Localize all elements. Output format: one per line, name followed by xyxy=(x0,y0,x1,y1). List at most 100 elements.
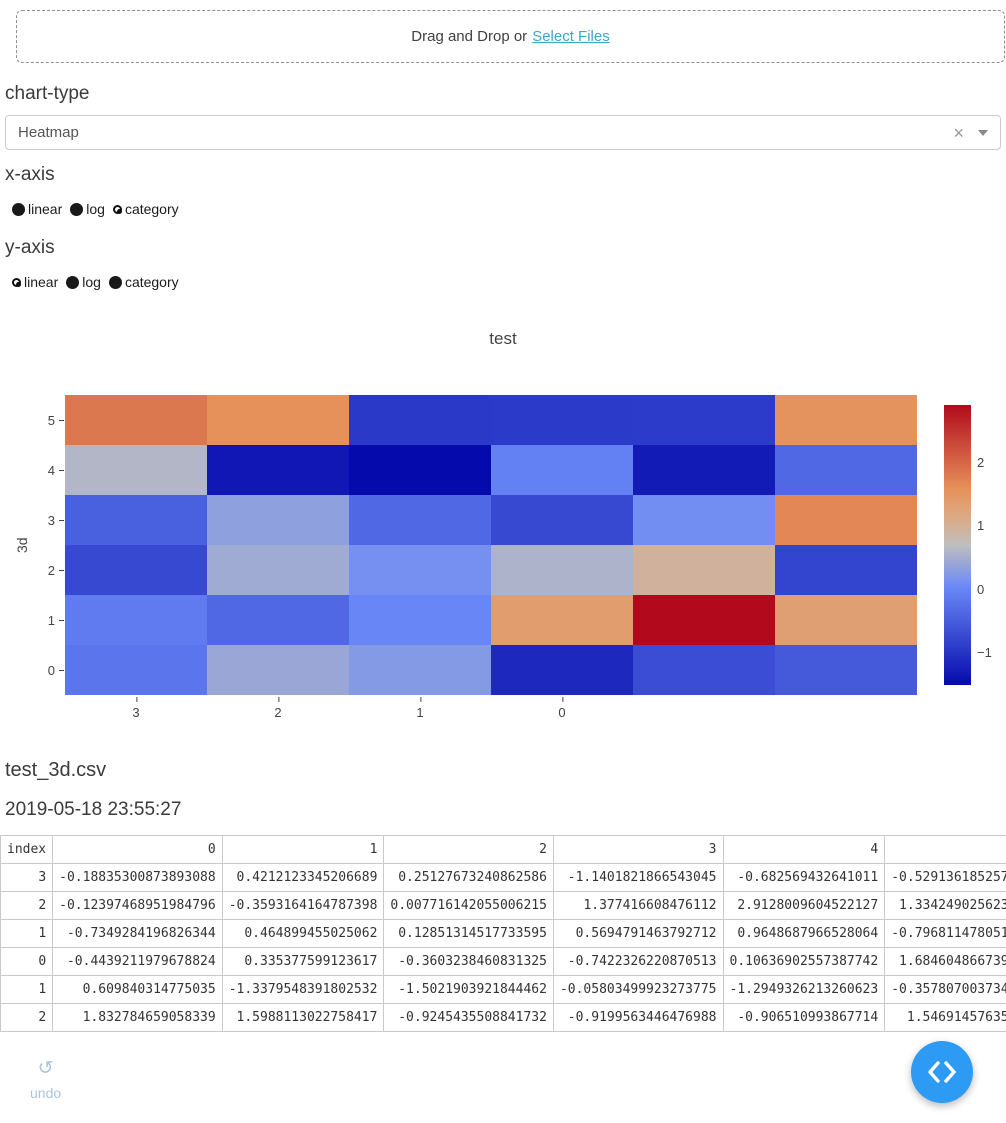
table-cell: 1.377416608476112 xyxy=(553,892,723,920)
radio-unselected-icon[interactable] xyxy=(12,203,25,216)
table-cell: 0.25127673240862586 xyxy=(384,864,554,892)
radio-selected-icon[interactable] xyxy=(12,278,21,287)
table-cell: -0.7349284196826344 xyxy=(53,920,223,948)
table-cell: 0.464899455025062 xyxy=(222,920,384,948)
select-files-link[interactable]: Select Files xyxy=(532,28,610,45)
y-tick-label: 5 xyxy=(18,395,64,445)
chart-type-heading: chart-type xyxy=(5,83,1006,105)
x-tick-label: 1 xyxy=(416,705,423,720)
radio-option-label: category xyxy=(125,274,179,290)
radio-unselected-icon[interactable] xyxy=(109,276,122,289)
table-cell: -0.05803499923273775 xyxy=(553,976,723,1004)
undo-button-label: undo xyxy=(30,1085,61,1101)
table-header-cell: 1 xyxy=(222,836,384,864)
heatmap-cell xyxy=(207,495,349,545)
colorbar-tick-label: −1 xyxy=(977,645,992,660)
radio-option-label: log xyxy=(82,274,101,290)
heatmap-cell xyxy=(775,495,917,545)
table-cell: -1.2949326213260623 xyxy=(723,976,885,1004)
radio-option-linear[interactable]: linear xyxy=(12,201,62,217)
table-cell: -0.18835300873893088 xyxy=(53,864,223,892)
heatmap-cell xyxy=(491,395,633,445)
radio-option-linear[interactable]: linear xyxy=(12,274,58,290)
radio-selected-icon[interactable] xyxy=(113,205,122,214)
chevron-down-icon[interactable] xyxy=(978,130,988,136)
heatmap-cell xyxy=(491,595,633,645)
heatmap-cell xyxy=(775,395,917,445)
heatmap-cell xyxy=(65,545,207,595)
table-cell: 1.5988113022758417 xyxy=(222,1004,384,1032)
clear-icon[interactable]: × xyxy=(953,124,964,142)
heatmap-cell xyxy=(633,395,775,445)
heatmap-cell xyxy=(633,595,775,645)
table-header-cell: index xyxy=(1,836,53,864)
radio-option-category[interactable]: category xyxy=(113,201,179,217)
heatmap-cell xyxy=(775,595,917,645)
heatmap-grid[interactable] xyxy=(65,395,917,695)
undo-icon: ↺ xyxy=(38,1059,54,1078)
radio-option-log[interactable]: log xyxy=(70,201,105,217)
colorbar xyxy=(944,405,971,685)
table-header-cell: 4 xyxy=(723,836,885,864)
x-axis-radio-group: linear log category xyxy=(12,201,1006,217)
file-dropzone[interactable]: Drag and Drop or Select Files xyxy=(16,10,1005,63)
radio-option-label: linear xyxy=(28,201,62,217)
undo-button[interactable]: ↺ undo xyxy=(24,1058,67,1102)
radio-option-category[interactable]: category xyxy=(109,274,179,290)
y-tick-label: 3 xyxy=(18,495,64,545)
heatmap-cell xyxy=(207,445,349,495)
chart-type-select[interactable]: Heatmap × xyxy=(5,115,1001,150)
table-cell: 0.609840314775035 xyxy=(53,976,223,1004)
table-cell: 1 xyxy=(1,920,53,948)
table-cell: -0.906510993867714 xyxy=(723,1004,885,1032)
heatmap-cell xyxy=(775,545,917,595)
table-cell: 0.12851314517733595 xyxy=(384,920,554,948)
x-tick-label: 2 xyxy=(274,705,281,720)
radio-option-label: linear xyxy=(24,274,58,290)
heatmap-cell xyxy=(65,445,207,495)
heatmap-cell xyxy=(633,495,775,545)
table-cell: -0.9245435508841732 xyxy=(384,1004,554,1032)
y-tick-label: 4 xyxy=(18,445,64,495)
colorbar-tick-label: 2 xyxy=(977,455,984,470)
x-tick-label: 3 xyxy=(132,705,139,720)
table-cell: -0.796811478051877 xyxy=(885,920,1006,948)
heatmap-cell xyxy=(349,395,491,445)
table-cell: 2.9128009604522127 xyxy=(723,892,885,920)
heatmap-cell xyxy=(491,445,633,495)
table-cell: -0.4439211979678824 xyxy=(53,948,223,976)
code-fab-button[interactable] xyxy=(911,1041,973,1103)
chart-title: test xyxy=(0,329,1006,349)
heatmap-cell xyxy=(633,445,775,495)
heatmap-cell xyxy=(65,595,207,645)
heatmap-cell xyxy=(349,595,491,645)
heatmap-cell xyxy=(349,495,491,545)
colorbar-tick-label: 0 xyxy=(977,582,984,597)
colorbar-tick-label: 1 xyxy=(977,518,984,533)
radio-unselected-icon[interactable] xyxy=(66,276,79,289)
heatmap-cell xyxy=(207,595,349,645)
heatmap-cell xyxy=(65,395,207,445)
heatmap-cell xyxy=(633,645,775,695)
radio-option-log[interactable]: log xyxy=(66,274,101,290)
file-name: test_3d.csv xyxy=(5,759,1006,782)
radio-option-label: category xyxy=(125,201,179,217)
table-cell: 1.54691457635493 xyxy=(885,1004,1006,1032)
radio-unselected-icon[interactable] xyxy=(70,203,83,216)
code-icon xyxy=(925,1055,959,1089)
heatmap-cell xyxy=(207,645,349,695)
table-header-cell: 3 xyxy=(553,836,723,864)
table-cell: -0.682569432641011 xyxy=(723,864,885,892)
table-cell: 1.684604866739725 xyxy=(885,948,1006,976)
file-timestamp: 2019-05-18 23:55:27 xyxy=(5,799,1006,821)
table-cell: -1.1401821866543045 xyxy=(553,864,723,892)
table-cell: 1 xyxy=(1,976,53,1004)
